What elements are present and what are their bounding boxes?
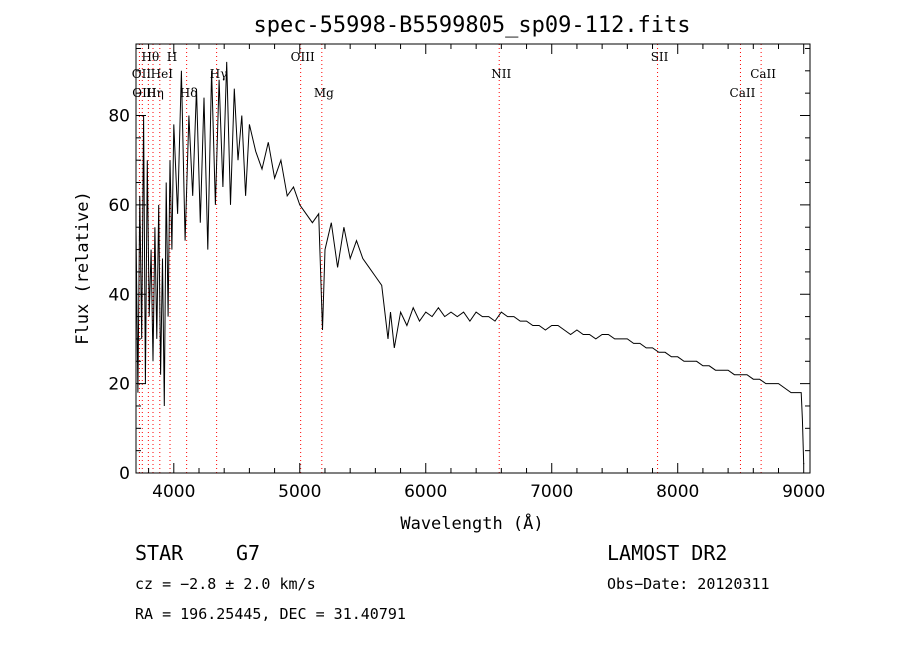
- x-tick-label-0: 4000: [152, 482, 195, 502]
- plot-frame: [135, 43, 811, 474]
- subclass: G7: [236, 541, 261, 565]
- emission-line-markers: [138, 44, 762, 473]
- redshift-cz: cz = −2.8 ± 2.0 km/s: [135, 575, 316, 593]
- line-label-6: Hδ: [180, 86, 198, 100]
- line-label-12: CaII: [730, 86, 756, 100]
- observation-date: Obs−Date: 20120311: [607, 575, 770, 593]
- coordinates: RA = 196.25445, DEC = 31.40791: [135, 605, 406, 623]
- line-label-13: CaII: [750, 67, 776, 81]
- y-axis: 0 20 40 60 80: [108, 47, 810, 484]
- line-label-9: Mg: [314, 86, 334, 100]
- x-axis: 4000 5000 6000 7000 8000 9000: [148, 44, 825, 502]
- line-label-11: SII: [651, 50, 669, 64]
- y-tick-label-1: 20: [108, 375, 130, 395]
- line-label-0: Hθ: [141, 50, 159, 64]
- x-tick-label-4: 8000: [656, 482, 699, 502]
- x-tick-label-1: 5000: [278, 482, 321, 502]
- x-tick-label-5: 9000: [782, 482, 825, 502]
- line-label-4: OIII: [132, 86, 156, 100]
- line-label-5: Hη: [146, 86, 164, 100]
- y-tick-label-2: 40: [108, 285, 130, 305]
- line-label-7: Hγ: [210, 67, 228, 81]
- spectrum-series-line: [135, 61, 805, 465]
- x-tick-label-3: 7000: [530, 482, 573, 502]
- chart-title: spec-55998-B5599805_sp09-112.fits: [253, 13, 690, 38]
- object-type: STAR: [135, 541, 184, 565]
- line-label-2: OII: [132, 67, 152, 81]
- y-tick-label-3: 60: [108, 196, 130, 216]
- y-tick-label-4: 80: [108, 107, 130, 127]
- line-label-1: H: [167, 50, 177, 64]
- line-label-10: NII: [491, 67, 511, 81]
- y-tick-label-0: 0: [119, 464, 130, 484]
- line-label-3: HeI: [151, 67, 174, 81]
- line-label-8: OIII: [291, 50, 315, 64]
- x-axis-label: Wavelength (Å): [400, 512, 543, 534]
- x-tick-label-2: 6000: [404, 482, 447, 502]
- survey-name: LAMOST DR2: [607, 541, 728, 565]
- y-axis-label: Flux (relative): [73, 191, 93, 345]
- spectrum-chart: spec-55998-B5599805_sp09-112.fits Hθ H OII…: [73, 13, 825, 534]
